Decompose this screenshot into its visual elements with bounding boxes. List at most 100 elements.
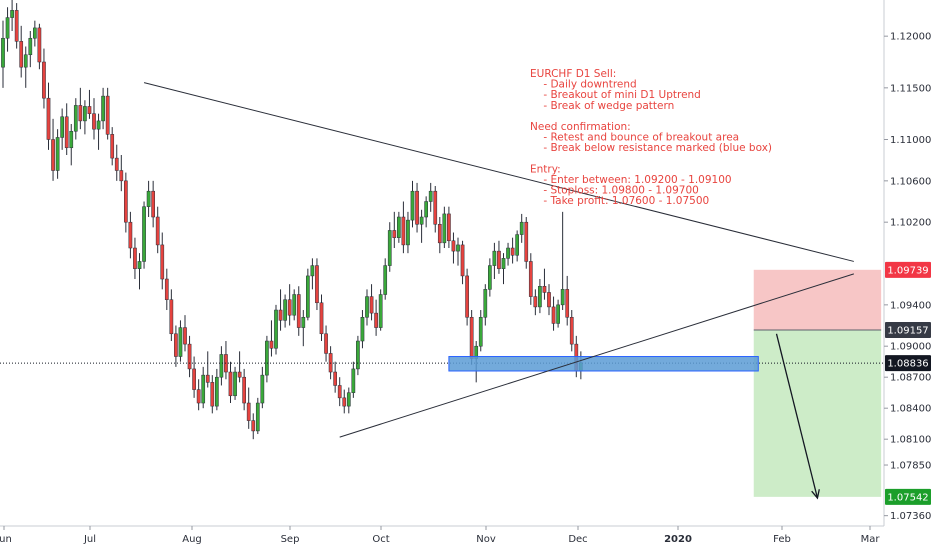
bullish-candle [233,371,237,397]
bearish-candle [192,368,196,390]
bullish-candle [83,106,87,122]
bearish-candle [164,278,169,300]
time-axis[interactable]: Jun Jul Aug Sep Oct Nov Dec 2020 Feb Mar [0,526,880,545]
bearish-candle [369,296,374,314]
time-tick-label: 2020 [664,534,692,545]
price-tick-label: 1.08400 [890,404,931,415]
bullish-candle [383,265,388,295]
bullish-candle [501,258,506,269]
target-arrow-line [775,333,819,499]
bullish-candle [424,201,428,218]
bearish-candle [183,327,187,345]
bearish-candle [119,170,124,182]
bullish-candle [142,206,146,262]
bearish-candle [19,41,24,68]
bearish-candle [174,333,178,357]
bearish-candle [319,302,324,335]
bearish-candle [510,247,515,256]
bullish-candle [310,265,315,277]
bullish-candle [419,216,424,225]
bearish-candle [14,10,19,42]
bullish-candle [283,299,287,321]
bearish-candle [342,397,347,407]
bearish-candle [151,190,156,218]
bullish-candle [428,190,433,202]
bullish-candle [515,234,519,256]
bearish-candle [269,340,274,349]
bearish-candle [78,105,83,122]
price-tick-label: 1.12000 [890,32,931,43]
bearish-candle [124,180,128,223]
bullish-candle [387,230,392,266]
time-tick-label: Mar [861,534,881,545]
annotation-line: - Take profit: 1.07600 - 1.07500 [530,195,709,207]
bearish-candle [469,317,474,359]
bullish-candle [488,265,492,290]
bullish-candle [137,261,142,269]
price-labels: 1.09739 1.09157 1.08836 1.07542 [885,261,931,505]
bearish-candle [114,157,119,171]
bullish-candle [292,294,297,316]
time-tick-label: Sep [281,534,300,545]
bearish-candle [205,374,210,383]
bullish-candle [519,221,524,235]
bearish-candle [524,221,529,262]
bullish-candle [219,354,224,378]
time-tick-label: Aug [182,534,202,545]
bearish-candle [210,382,215,407]
annotation-line: EURCHF D1 Sell: [530,68,616,80]
price-tick-label: 1.09000 [890,342,931,353]
annotation-line: Entry: [530,163,561,175]
bullish-candle [96,120,101,130]
bearish-candle [447,213,451,242]
bullish-candle [33,27,37,39]
bearish-candle [37,27,42,63]
bearish-candle [497,250,501,269]
bullish-candle [215,376,219,407]
price-tick-label: 1.07360 [890,511,931,522]
bearish-candle [401,216,406,246]
bullish-candle [301,317,306,328]
bearish-candle [437,223,442,244]
bearish-candle [542,286,547,293]
bullish-candle [410,190,415,221]
target-price-text: 1.07542 [887,492,928,503]
current-price-text: 1.08836 [887,359,928,370]
bearish-candle [278,309,283,321]
bullish-candle [346,392,351,407]
lower-wedge-line [339,273,855,438]
time-tick-label: Feb [773,534,791,545]
bearish-candle [64,116,69,149]
bearish-candle [296,294,301,328]
bearish-candle [187,343,192,370]
bearish-candle [551,306,556,324]
stop-price-badge [885,261,931,278]
annotation-line: - Breakout of mini D1 Uptrend [530,89,701,101]
current-price-badge [885,355,931,372]
price-axis[interactable]: 1.12000 1.11500 1.11000 1.10600 1.10200 1.094… [884,32,931,522]
bullish-candle [5,17,10,39]
bullish-candle [23,54,28,68]
bullish-candle [356,340,360,370]
bearish-candle [246,402,251,421]
bearish-candle [315,265,319,304]
target-price-badge [885,488,931,505]
time-tick-label: Dec [568,534,587,545]
bearish-candle [374,312,378,328]
bullish-candle [60,116,64,138]
bullish-candle [306,275,310,318]
bullish-candle [365,296,369,318]
bullish-candle [360,317,365,342]
bullish-candle [146,190,151,207]
bullish-candle [483,289,488,318]
bearish-candle [433,190,438,225]
bearish-candle [237,371,242,378]
bullish-candle [260,374,265,404]
bullish-candle [201,374,206,404]
bullish-candle [456,244,460,252]
price-tick-label: 1.08700 [890,373,931,384]
price-tick-label: 1.10200 [890,218,931,229]
bullish-candle [101,95,105,122]
bullish-candle [560,289,565,306]
